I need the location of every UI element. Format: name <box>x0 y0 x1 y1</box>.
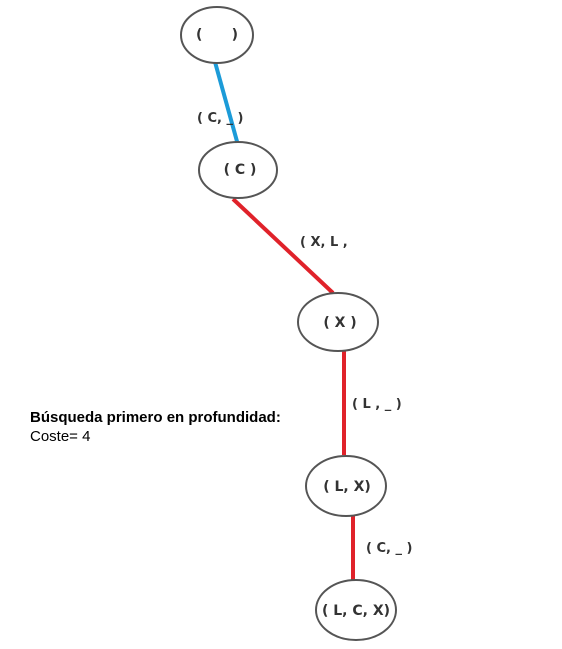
node-root <box>180 6 254 64</box>
edge-root-to-c <box>213 61 240 146</box>
node-lcx-label: ( L, C, X) <box>322 603 390 619</box>
edge-x-to-lx-label: ( L , _ ) <box>352 397 402 412</box>
node-root-label: ( ) <box>196 27 238 43</box>
edge-c-to-x-label: ( X, L , <box>300 235 348 250</box>
node-c-label: ( C ) <box>224 162 257 178</box>
node-lcx <box>315 579 397 641</box>
search-info: Búsqueda primero en profundidad: Coste= … <box>30 408 281 446</box>
edge-lx-to-lcx-label: ( C, _ ) <box>366 541 412 556</box>
search-cost: Coste= 4 <box>30 428 91 445</box>
node-x <box>297 292 379 352</box>
edge-c-to-x <box>231 197 335 295</box>
edge-root-to-c-label: ( C, _ ) <box>197 111 243 126</box>
node-c <box>198 141 278 199</box>
node-lx <box>305 455 387 517</box>
node-lx-label: ( L, X) <box>323 479 371 495</box>
node-x-label: ( X ) <box>323 315 356 331</box>
search-method-title: Búsqueda primero en profundidad: <box>30 409 281 426</box>
